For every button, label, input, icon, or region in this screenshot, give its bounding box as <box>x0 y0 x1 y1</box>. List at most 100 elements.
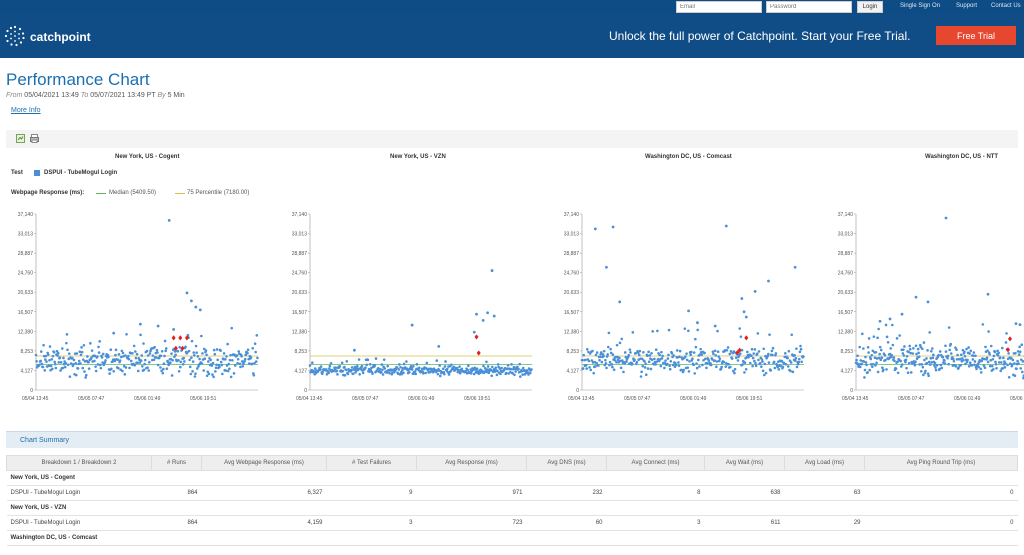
data-point[interactable] <box>121 369 124 373</box>
data-point[interactable] <box>173 355 176 359</box>
data-point[interactable] <box>608 360 612 364</box>
data-point[interactable] <box>320 372 324 376</box>
data-point[interactable] <box>127 354 130 358</box>
data-point[interactable] <box>143 362 146 366</box>
data-point[interactable] <box>909 371 913 374</box>
data-point[interactable] <box>78 350 82 354</box>
data-point[interactable] <box>1018 345 1021 349</box>
data-point[interactable] <box>952 359 956 363</box>
data-point[interactable] <box>669 359 673 363</box>
data-point[interactable] <box>1006 363 1009 367</box>
data-point[interactable] <box>728 352 732 356</box>
data-point[interactable] <box>472 372 476 376</box>
data-point[interactable] <box>58 356 62 360</box>
data-point[interactable] <box>155 348 159 352</box>
data-point[interactable] <box>994 362 998 366</box>
data-point[interactable] <box>230 359 234 362</box>
error-marker[interactable] <box>474 334 479 340</box>
data-point[interactable] <box>963 354 967 358</box>
data-point[interactable] <box>655 360 659 363</box>
data-point[interactable] <box>156 351 159 354</box>
data-point[interactable] <box>927 360 931 364</box>
data-point[interactable] <box>903 345 906 348</box>
data-point[interactable] <box>235 354 239 357</box>
data-point[interactable] <box>895 337 899 340</box>
data-point[interactable] <box>215 363 218 367</box>
data-point[interactable] <box>660 357 664 360</box>
data-point[interactable] <box>98 363 102 367</box>
data-point[interactable] <box>490 365 494 369</box>
outlier-point[interactable] <box>112 331 116 335</box>
data-point[interactable] <box>86 355 89 358</box>
data-point[interactable] <box>927 374 930 378</box>
data-point[interactable] <box>917 351 920 355</box>
error-marker[interactable] <box>735 349 740 356</box>
data-point[interactable] <box>969 349 973 353</box>
data-point[interactable] <box>967 346 970 349</box>
data-point[interactable] <box>734 356 738 360</box>
data-point[interactable] <box>591 349 594 353</box>
data-point[interactable] <box>615 343 619 347</box>
data-point[interactable] <box>668 367 672 371</box>
data-point[interactable] <box>922 341 926 344</box>
data-point[interactable] <box>694 345 698 349</box>
data-point[interactable] <box>988 364 992 368</box>
data-point[interactable] <box>881 366 884 369</box>
data-point[interactable] <box>644 373 648 377</box>
data-point[interactable] <box>379 370 383 374</box>
data-point[interactable] <box>202 347 206 351</box>
data-point[interactable] <box>101 352 105 356</box>
data-point[interactable] <box>763 362 767 366</box>
outlier-point[interactable] <box>713 324 717 328</box>
data-point[interactable] <box>948 348 951 352</box>
data-point[interactable] <box>445 367 449 371</box>
data-point[interactable] <box>602 349 606 353</box>
data-point[interactable] <box>919 369 923 373</box>
data-point[interactable] <box>1003 366 1007 369</box>
data-point[interactable] <box>901 363 904 366</box>
data-point[interactable] <box>747 356 750 359</box>
data-point[interactable] <box>975 367 978 371</box>
data-point[interactable] <box>1018 350 1022 354</box>
data-point[interactable] <box>117 352 121 356</box>
data-point[interactable] <box>654 348 658 352</box>
data-point[interactable] <box>219 360 223 364</box>
data-point[interactable] <box>517 367 520 371</box>
data-point[interactable] <box>40 362 44 366</box>
data-point[interactable] <box>196 355 200 358</box>
data-point[interactable] <box>518 362 522 366</box>
data-point[interactable] <box>100 356 104 359</box>
data-point[interactable] <box>1014 351 1017 355</box>
data-point[interactable] <box>148 360 151 364</box>
data-point[interactable] <box>947 362 950 366</box>
outlier-point[interactable] <box>593 227 597 231</box>
data-point[interactable] <box>606 345 610 349</box>
data-point[interactable] <box>902 348 905 351</box>
data-point[interactable] <box>866 345 870 349</box>
data-point[interactable] <box>729 365 732 369</box>
data-point[interactable] <box>436 372 440 376</box>
data-point[interactable] <box>621 359 624 362</box>
data-point[interactable] <box>920 363 924 366</box>
data-point[interactable] <box>677 364 681 368</box>
data-point[interactable] <box>171 358 175 362</box>
data-point[interactable] <box>776 365 780 369</box>
data-point[interactable] <box>952 357 955 361</box>
data-point[interactable] <box>190 339 194 343</box>
data-point[interactable] <box>246 351 249 355</box>
data-point[interactable] <box>905 366 908 370</box>
data-point[interactable] <box>971 358 975 361</box>
data-point[interactable] <box>856 354 859 358</box>
data-point[interactable] <box>930 360 934 364</box>
data-point[interactable] <box>954 365 958 368</box>
data-point[interactable] <box>124 366 128 369</box>
data-point[interactable] <box>346 372 350 376</box>
data-point[interactable] <box>935 363 939 367</box>
data-point[interactable] <box>878 352 881 356</box>
data-point[interactable] <box>511 372 515 375</box>
data-point[interactable] <box>739 352 742 355</box>
data-point[interactable] <box>340 361 344 365</box>
data-point[interactable] <box>424 371 427 375</box>
data-point[interactable] <box>773 366 777 370</box>
data-point[interactable] <box>609 351 613 355</box>
